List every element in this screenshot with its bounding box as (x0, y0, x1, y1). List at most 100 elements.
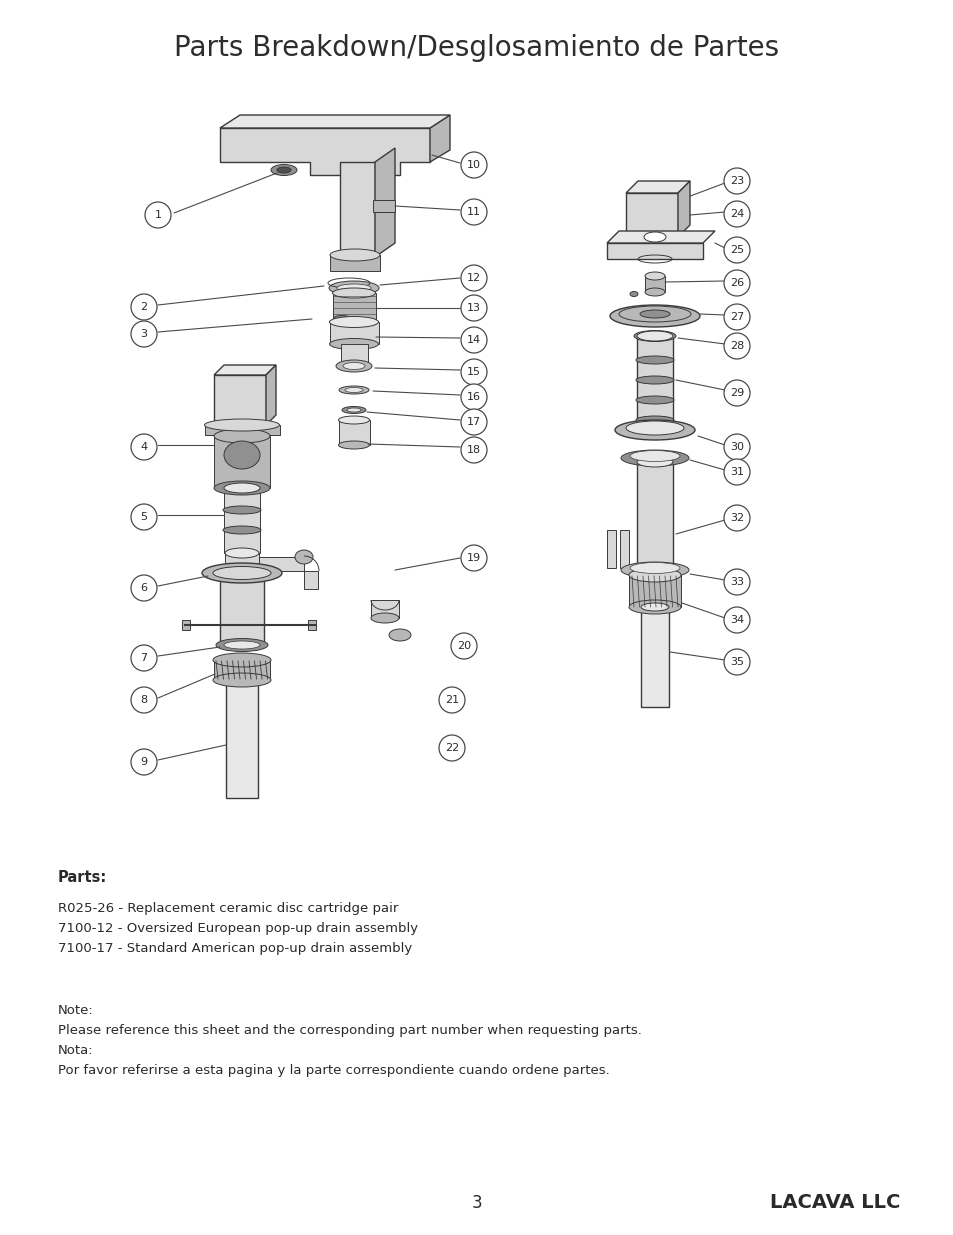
Polygon shape (625, 182, 689, 193)
Ellipse shape (202, 563, 282, 583)
Ellipse shape (338, 416, 369, 424)
Ellipse shape (636, 396, 673, 404)
Text: Parts Breakdown/Desglosamiento de Partes: Parts Breakdown/Desglosamiento de Partes (174, 35, 779, 62)
Ellipse shape (341, 406, 366, 414)
Ellipse shape (335, 359, 372, 372)
Text: 6: 6 (140, 583, 148, 593)
Circle shape (131, 645, 157, 671)
Circle shape (131, 576, 157, 601)
Ellipse shape (644, 272, 664, 280)
Circle shape (723, 606, 749, 634)
Circle shape (145, 203, 171, 228)
Circle shape (460, 266, 486, 291)
Ellipse shape (345, 388, 363, 393)
Bar (340, 345, 368, 366)
Ellipse shape (389, 629, 411, 641)
Text: 25: 25 (729, 245, 743, 254)
Text: 31: 31 (729, 467, 743, 477)
Circle shape (460, 409, 486, 435)
Ellipse shape (644, 288, 664, 296)
Ellipse shape (625, 421, 683, 435)
Circle shape (460, 295, 486, 321)
Text: 8: 8 (140, 695, 148, 705)
Text: Please reference this sheet and the corresponding part number when requesting pa: Please reference this sheet and the corr… (58, 1024, 641, 1037)
Ellipse shape (628, 568, 680, 582)
Ellipse shape (329, 338, 378, 350)
Circle shape (723, 505, 749, 531)
Ellipse shape (333, 288, 375, 298)
Bar (333, 293, 375, 324)
Bar (371, 600, 398, 618)
Circle shape (723, 270, 749, 296)
Bar (213, 375, 266, 425)
Bar (213, 659, 270, 680)
Text: 4: 4 (140, 442, 148, 452)
Ellipse shape (629, 562, 679, 573)
Text: 14: 14 (466, 335, 480, 345)
Ellipse shape (620, 562, 688, 578)
Ellipse shape (628, 600, 680, 614)
Polygon shape (266, 366, 275, 425)
Ellipse shape (620, 450, 688, 466)
Ellipse shape (225, 548, 258, 558)
Bar (308, 620, 315, 630)
Text: 12: 12 (466, 273, 480, 283)
Text: 30: 30 (729, 442, 743, 452)
Ellipse shape (329, 316, 378, 327)
Ellipse shape (215, 638, 268, 652)
Bar (606, 530, 616, 568)
Circle shape (723, 433, 749, 459)
Polygon shape (606, 231, 714, 243)
Circle shape (723, 459, 749, 485)
Ellipse shape (224, 483, 260, 493)
Text: 3: 3 (140, 329, 148, 338)
Ellipse shape (329, 282, 378, 295)
Ellipse shape (224, 641, 260, 650)
Text: 29: 29 (729, 388, 743, 398)
Circle shape (131, 294, 157, 320)
Text: 7: 7 (140, 653, 148, 663)
Bar (637, 462, 672, 572)
Ellipse shape (271, 164, 296, 175)
Ellipse shape (636, 356, 673, 364)
Bar (628, 576, 680, 606)
Bar (225, 553, 258, 576)
Ellipse shape (643, 232, 665, 242)
Circle shape (460, 545, 486, 571)
Ellipse shape (336, 284, 371, 291)
Polygon shape (678, 182, 689, 237)
Text: 7100-17 - Standard American pop-up drain assembly: 7100-17 - Standard American pop-up drain… (58, 942, 412, 955)
Ellipse shape (637, 457, 672, 467)
Circle shape (723, 569, 749, 595)
Text: 27: 27 (729, 312, 743, 322)
Bar (640, 606, 668, 706)
Ellipse shape (609, 305, 700, 327)
Bar (226, 680, 257, 798)
Polygon shape (220, 128, 430, 175)
Ellipse shape (276, 167, 291, 173)
Circle shape (131, 687, 157, 713)
Ellipse shape (330, 249, 379, 261)
Bar (213, 436, 270, 488)
Bar (258, 557, 304, 571)
Bar (330, 254, 379, 270)
Circle shape (460, 152, 486, 178)
Circle shape (723, 333, 749, 359)
Text: 15: 15 (467, 367, 480, 377)
Ellipse shape (334, 315, 350, 321)
Polygon shape (375, 148, 395, 257)
Ellipse shape (224, 441, 260, 469)
Bar (625, 193, 678, 237)
Ellipse shape (629, 291, 638, 296)
Bar (220, 580, 264, 645)
Ellipse shape (338, 441, 369, 450)
Text: Nota:: Nota: (58, 1044, 93, 1057)
Bar (338, 420, 370, 445)
Text: 11: 11 (467, 207, 480, 217)
Text: R025-26 - Replacement ceramic disc cartridge pair: R025-26 - Replacement ceramic disc cartr… (58, 902, 398, 915)
Circle shape (131, 433, 157, 459)
Ellipse shape (213, 653, 271, 667)
Circle shape (451, 634, 476, 659)
Bar (606, 243, 702, 259)
Ellipse shape (223, 526, 261, 534)
